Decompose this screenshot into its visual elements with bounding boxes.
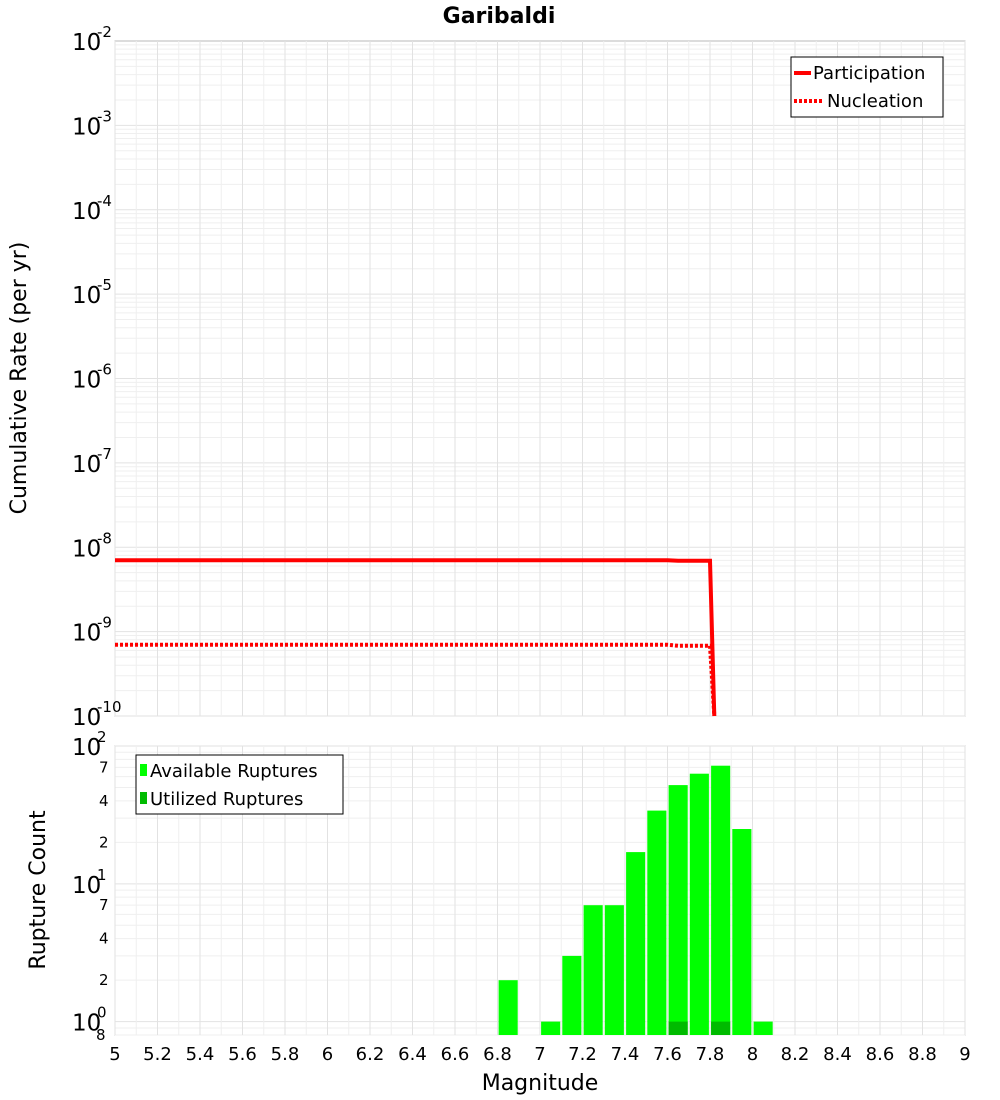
magnitude-x-tick-label: 8 — [747, 1044, 758, 1065]
count-y-tick-label: 10 — [72, 873, 101, 899]
utilized-ruptures-legend-label: Utilized Ruptures — [150, 789, 303, 810]
rate-y-tick-label: 10 — [72, 283, 101, 309]
available-ruptures-bar — [498, 980, 518, 1035]
magnitude-x-tick-label: 6.8 — [483, 1044, 512, 1065]
count-y-tick-exponent: 0 — [97, 1004, 107, 1022]
rate-y-tick-exponent: -9 — [97, 614, 112, 632]
rate-y-tick-exponent: -5 — [97, 276, 112, 294]
magnitude-x-tick-label: 5.8 — [271, 1044, 300, 1065]
rupture-count-bars — [498, 765, 773, 1035]
magnitude-x-tick-label: 8.6 — [866, 1044, 895, 1065]
rate-y-tick-label: 10 — [72, 536, 101, 562]
magnitude-x-tick-label: 7.4 — [611, 1044, 640, 1065]
available-ruptures-bar — [689, 773, 709, 1035]
count-y-tick-exponent: 2 — [97, 728, 107, 746]
magnitude-x-tick-label: 5.6 — [228, 1044, 257, 1065]
available-ruptures-legend-swatch — [140, 764, 147, 776]
rupture-count-y-label: Rupture Count — [26, 810, 51, 970]
magnitude-x-tick-label: 7.2 — [568, 1044, 597, 1065]
available-ruptures-bar — [583, 905, 603, 1035]
rate-y-tick-label: 10 — [72, 705, 101, 731]
rate-y-tick-exponent: -10 — [97, 698, 122, 716]
utilized-ruptures-bar — [711, 1021, 731, 1035]
available-ruptures-bar — [647, 810, 667, 1035]
available-ruptures-bar — [753, 1021, 773, 1035]
magnitude-x-tick-label: 7.8 — [696, 1044, 725, 1065]
nucleation-legend-label: Nucleation — [827, 91, 923, 112]
magnitude-x-tick-label: 6 — [322, 1044, 333, 1065]
rupture-count-legend: Available Ruptures Utilized Ruptures — [135, 754, 344, 815]
rate-y-tick-exponent: -3 — [97, 107, 112, 125]
utilized-ruptures-bar — [668, 1021, 688, 1035]
count-y-minor-tick-label: 8 — [96, 1026, 106, 1044]
magnitude-x-tick-label: 9 — [959, 1044, 970, 1065]
rupture-count-legend-box — [135, 754, 344, 815]
rate-plot-grid — [114, 41, 966, 717]
count-y-minor-tick-label: 4 — [99, 930, 109, 948]
magnitude-x-tick-label: 7.6 — [653, 1044, 682, 1065]
rate-y-tick-label: 10 — [72, 452, 101, 478]
rate-y-tick-exponent: -2 — [97, 23, 112, 41]
magnitude-x-tick-label: 6.2 — [356, 1044, 385, 1065]
count-y-minor-tick-label: 7 — [99, 758, 109, 776]
magnitude-x-tick-label: 7 — [534, 1044, 545, 1065]
magnitude-x-tick-label: 6.4 — [398, 1044, 427, 1065]
magnitude-x-ticks: 5 5.2 5.4 5.6 5.8 6 6.2 6.4 6.6 6.8 7 7.2 7.4 7.6 7.8 8… — [109, 1044, 970, 1065]
magnitude-x-tick-label: 8.4 — [823, 1044, 852, 1065]
available-ruptures-bar — [732, 829, 752, 1035]
available-ruptures-legend-label: Available Ruptures — [150, 761, 318, 782]
rate-y-tick-label: 10 — [72, 30, 101, 56]
rate-y-tick-exponent: -6 — [97, 361, 112, 379]
magnitude-x-tick-label: 5.4 — [186, 1044, 215, 1065]
magnitude-x-tick-label: 6.6 — [441, 1044, 470, 1065]
rate-y-tick-label: 10 — [72, 199, 101, 225]
count-y-minor-tick-label: 2 — [99, 971, 109, 989]
magnitude-x-label: Magnitude — [482, 1071, 599, 1096]
count-y-minor-tick-label: 7 — [99, 896, 109, 914]
magnitude-x-tick-label: 8.2 — [781, 1044, 810, 1065]
count-y-tick-exponent: 1 — [97, 866, 107, 884]
rate-y-tick-label: 10 — [72, 368, 101, 394]
magnitude-x-tick-label: 5.2 — [143, 1044, 172, 1065]
count-y-tick-label: 10 — [72, 735, 101, 761]
available-ruptures-bar — [604, 905, 624, 1035]
available-ruptures-bar — [668, 785, 688, 1035]
utilized-ruptures-legend-swatch — [140, 792, 147, 804]
rate-y-tick-exponent: -8 — [97, 529, 112, 547]
count-y-tick-label: 10 — [72, 1011, 101, 1037]
available-ruptures-bar — [541, 1021, 561, 1035]
rate-plot-series — [115, 558, 717, 717]
rate-y-tick-label: 10 — [72, 114, 101, 140]
available-ruptures-bar — [711, 765, 731, 1035]
participation-legend-label: Participation — [813, 63, 925, 84]
available-ruptures-bar — [626, 852, 646, 1035]
chart-title: Garibaldi — [443, 4, 556, 29]
rate-plot-y-label: Cumulative Rate (per yr) — [7, 242, 32, 515]
rate-y-tick-exponent: -7 — [97, 445, 112, 463]
available-ruptures-bar — [562, 955, 582, 1035]
count-y-minor-tick-label: 4 — [99, 792, 109, 810]
count-y-minor-tick-label: 2 — [99, 833, 109, 851]
rate-plot-legend-box — [790, 56, 944, 118]
participation-line — [115, 558, 717, 717]
magnitude-x-tick-label: 8.8 — [908, 1044, 937, 1065]
rate-plot-legend: Participation Nucleation — [790, 56, 944, 118]
rate-y-tick-label: 10 — [72, 621, 101, 647]
rate-y-tick-exponent: -4 — [97, 192, 112, 210]
magnitude-x-tick-label: 5 — [109, 1044, 120, 1065]
